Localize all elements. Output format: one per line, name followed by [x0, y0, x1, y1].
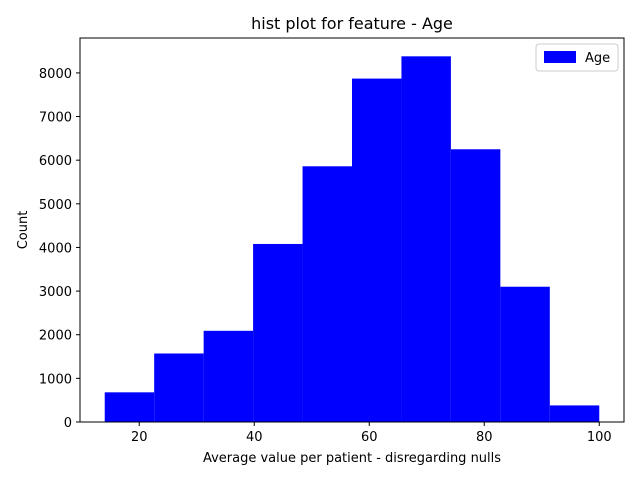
y-tick-label: 6000 [39, 154, 72, 169]
legend-label: Age [585, 51, 610, 66]
chart-title: hist plot for feature - Age [251, 14, 453, 33]
legend-swatch [544, 51, 576, 63]
histogram-bar-4 [302, 166, 352, 422]
histogram-bar-3 [253, 243, 303, 422]
histogram-bar-1 [154, 353, 204, 422]
y-axis-label: Count [16, 211, 31, 250]
y-tick-label: 1000 [39, 372, 72, 387]
y-tick-label: 7000 [39, 111, 72, 126]
y-tick-label: 4000 [39, 241, 72, 256]
y-tick-label: 0 [64, 416, 72, 431]
x-tick-label: 20 [131, 430, 148, 445]
x-tick-label: 40 [246, 430, 263, 445]
y-axis-ticks: 0 1000 2000 3000 4000 5000 6000 7000 8000 [39, 67, 80, 431]
histogram-bar-5 [352, 78, 402, 422]
histogram-bar-0 [104, 392, 155, 422]
x-tick-label: 60 [361, 430, 378, 445]
x-axis-ticks: 20 40 60 80 100 [131, 422, 612, 445]
y-tick-label: 3000 [39, 285, 72, 300]
legend-box [535, 43, 619, 72]
plot-frame [79, 37, 625, 423]
histogram-bar-8 [500, 286, 550, 422]
x-tick-label: 100 [587, 430, 612, 445]
y-tick-label: 2000 [39, 329, 72, 344]
histogram-bar-2 [203, 330, 254, 422]
histogram-bar-6 [401, 56, 451, 422]
bars-group [104, 56, 600, 422]
y-tick-label: 5000 [39, 198, 72, 213]
legend: Age [535, 43, 619, 72]
x-tick-label: 80 [476, 430, 493, 445]
histogram-bar-9 [549, 405, 600, 422]
y-tick-label: 8000 [39, 67, 72, 82]
histogram-bar-7 [450, 149, 501, 422]
x-axis-label: Average value per patient - disregarding… [203, 451, 501, 466]
